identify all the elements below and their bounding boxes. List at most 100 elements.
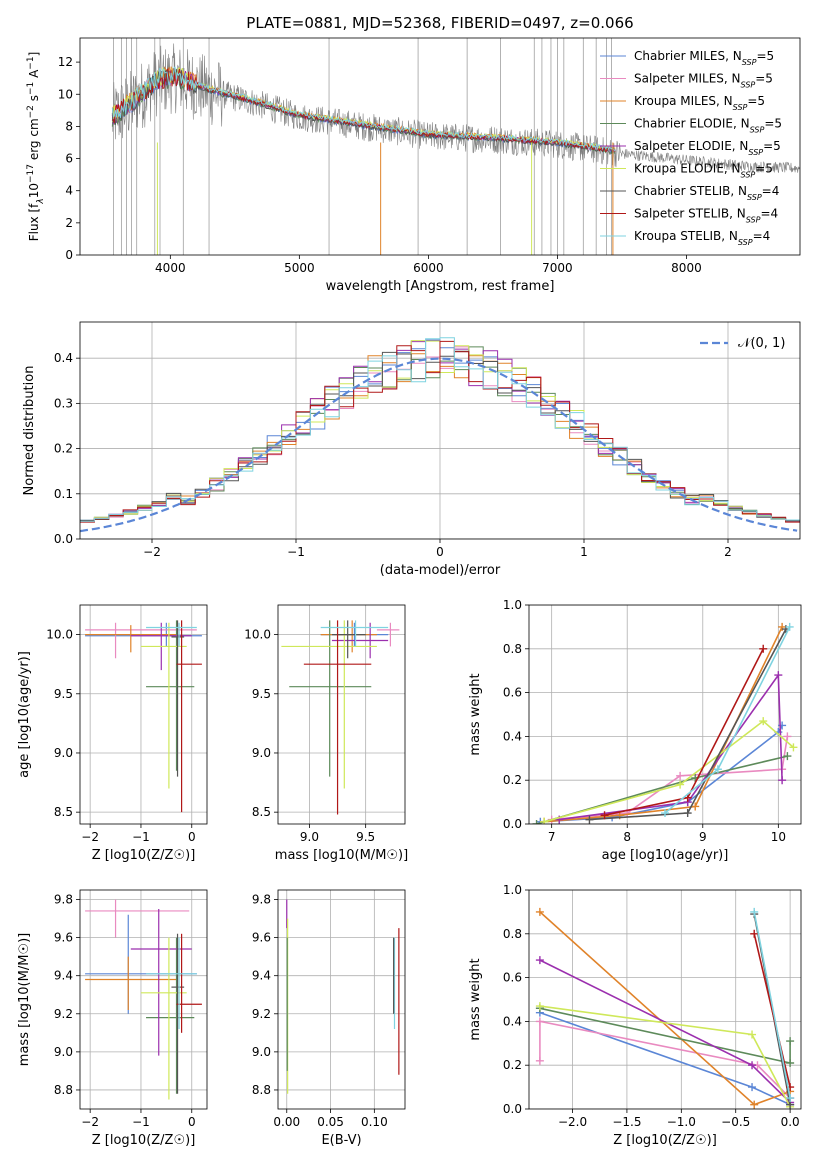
legend-sub: SSP (738, 238, 753, 247)
x-tick-label: 6000 (413, 261, 444, 275)
y-tick-label: 8.8 (252, 1083, 271, 1097)
series-marker (535, 907, 544, 916)
y-tick-label: 9.8 (54, 893, 73, 907)
plot-area (278, 890, 405, 1109)
y-tick-label: 9.6 (54, 931, 73, 945)
y-axis-label: age [log10(age/yr)] (17, 651, 32, 778)
x-tick-label: 8 (623, 830, 631, 844)
y-label-part: erg cm (27, 118, 41, 164)
x-tick-label: 0.05 (317, 1115, 344, 1129)
legend-tail: =4 (760, 207, 778, 221)
y-label-part: −1 (26, 56, 36, 69)
y-tick-label: 12 (58, 55, 73, 69)
legend-text: Salpeter STELIB, N (634, 207, 746, 221)
legend-text: Chabrier STELIB, N (634, 184, 747, 198)
histogram-salpeter-stelib (80, 340, 800, 523)
y-tick-label: 8 (65, 119, 73, 133)
y-tick-label: 0.2 (503, 773, 522, 787)
x-axis-label: Z [log10(Z/Z☉)] (613, 1133, 717, 1148)
series-marker (786, 1059, 795, 1068)
y-tick-label: 10.0 (46, 628, 73, 642)
legend-entry: Salpeter MILES, NSSP=5 (634, 72, 773, 90)
y-tick-label: 9.0 (54, 746, 73, 760)
series-line (589, 628, 787, 821)
series-marker (759, 717, 768, 726)
legend-entry: 𝒩(0, 1) (738, 336, 785, 351)
plot-area (529, 605, 801, 824)
series-marker (661, 809, 669, 818)
y-label-part: −1 (26, 82, 36, 95)
panel-mass-vs-EBV: 0.00 0.05 0.10 8.8 9.0 9.2 9.4 9.6 9.8 E(B-V) (252, 889, 406, 1148)
series-marker (748, 1030, 757, 1039)
x-tick-label: 1 (580, 545, 588, 559)
y-axis-label: Flux [fλ10−17 erg cm−2 s−1 A−1] (26, 52, 46, 242)
y-label-part: λ (36, 198, 46, 204)
series-marker (750, 907, 759, 916)
series-marker (691, 802, 700, 811)
x-axis-label: (data-model)/error (380, 563, 501, 578)
x-axis-label: Z [log10(Z/Z☉)] (92, 848, 196, 863)
series-marker (759, 644, 768, 653)
x-axis-label: Z [log10(Z/Z☉)] (92, 1133, 196, 1148)
y-tick-label: 9.8 (252, 893, 271, 907)
series-marker (750, 929, 759, 938)
legend-text: Salpeter MILES, N (634, 72, 741, 86)
histogram-kroupa-stelib (80, 337, 800, 522)
x-tick-label: 0 (188, 830, 196, 844)
y-tick-label: 10.0 (244, 628, 271, 642)
series-line (539, 911, 791, 1106)
panel-mass-vs-Z: −2 −1 0 8.8 9.0 9.2 9.4 9.6 9.8 Z [log10(Z/Z☉)] ma… (17, 889, 208, 1148)
series-marker (535, 1017, 544, 1026)
legend-text: Salpeter ELODIE, N (634, 139, 748, 153)
data-spectrum-line (112, 43, 800, 173)
panel-residuals: −2 −1 0 1 2 0.0 0.1 0.2 0.3 0.4 (data-model)/error… (22, 321, 801, 578)
y-tick-label: 0.1 (54, 487, 73, 501)
series-line (544, 626, 783, 823)
x-tick-label: −1.5 (612, 1115, 641, 1129)
y-tick-label: 0.4 (54, 351, 73, 365)
legend-text: Kroupa ELODIE, N (634, 162, 741, 176)
y-tick-label: 0.3 (54, 396, 73, 410)
series-line (539, 1020, 791, 1099)
series-marker (789, 743, 798, 752)
x-axis-label: E(B-V) (321, 1133, 361, 1148)
panel-age-vs-mass: 9.0 9.5 8.5 9.0 9.5 10.0 mass [log10(M/M☉)] (244, 604, 408, 863)
series-line (540, 725, 783, 823)
x-tick-label: 8000 (671, 261, 702, 275)
y-axis-label: Normed distribution (22, 366, 37, 496)
series-marker (535, 1056, 544, 1065)
series-marker (750, 1100, 759, 1109)
series-marker (713, 765, 722, 774)
axes-frame (528, 604, 802, 825)
series-line (753, 911, 791, 1099)
x-tick-label: 9.5 (356, 830, 375, 844)
y-tick-label: 9.5 (252, 687, 271, 701)
x-tick-label: 2 (724, 545, 732, 559)
plot-area (278, 605, 405, 824)
legend-entry: Chabrier ELODIE, NSSP=5 (634, 117, 782, 135)
x-tick-label: −2.0 (558, 1115, 587, 1129)
y-tick-label: 0.8 (503, 927, 522, 941)
y-tick-label: 9.2 (252, 1007, 271, 1021)
y-label-part: s (27, 95, 41, 105)
axes-frame (277, 889, 406, 1110)
x-tick-label: 0.0 (781, 1115, 800, 1129)
plot-area (80, 322, 800, 539)
y-tick-label: 0 (65, 248, 73, 262)
series-marker (783, 732, 792, 741)
y-tick-label: 9.4 (54, 969, 73, 983)
series-marker (535, 956, 544, 965)
series-marker (535, 1002, 544, 1011)
legend-sub: SSP (742, 58, 757, 67)
panel-spectrum: 4000 5000 6000 7000 8000 0 2 4 6 8 10 12 wavelength … (26, 37, 801, 294)
y-tick-label: 0.2 (54, 442, 73, 456)
series-line (604, 648, 764, 816)
x-tick-label: 7 (548, 830, 556, 844)
series-marker (786, 1037, 795, 1046)
legend-text: Chabrier MILES, N (634, 49, 742, 63)
series-marker (783, 752, 792, 761)
x-tick-label: −1 (132, 1115, 150, 1129)
legend-tail: =5 (755, 72, 773, 86)
series-marker (785, 622, 794, 631)
